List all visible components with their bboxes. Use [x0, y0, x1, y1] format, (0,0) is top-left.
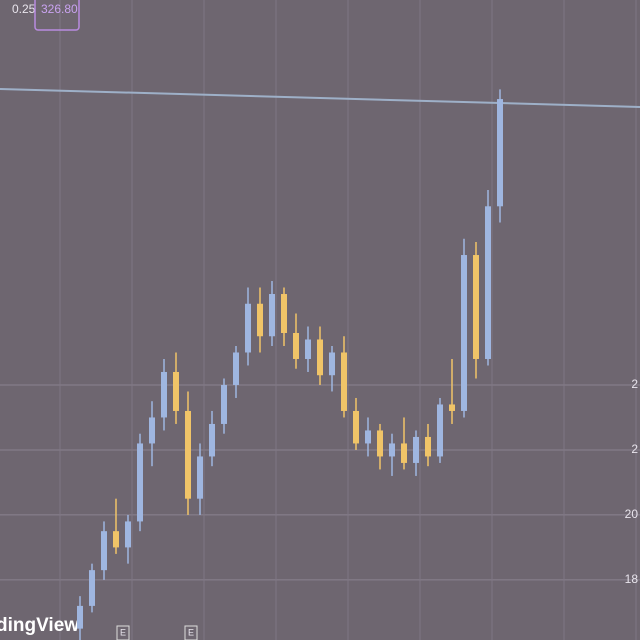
candle-body: [461, 255, 467, 411]
price-box: [34, 0, 80, 31]
candle-body: [365, 430, 371, 444]
candle-body: [401, 443, 407, 463]
candle-body: [269, 294, 275, 337]
candle-body: [161, 371, 167, 418]
candle-body: [485, 206, 491, 359]
marker: E: [120, 627, 126, 637]
candle-body: [353, 410, 359, 444]
candle-body: [233, 352, 239, 385]
candle-body: [173, 371, 179, 411]
candle-body: [497, 99, 503, 207]
candle-body: [197, 456, 203, 499]
candle-body: [425, 436, 431, 457]
candle-body: [221, 384, 227, 424]
y-tick-label: 2: [631, 377, 638, 391]
candle-body: [377, 430, 383, 457]
candle-body: [245, 303, 251, 353]
brand: dingView: [0, 615, 79, 636]
price-line: [0, 87, 640, 108]
y-tick-label: 18: [625, 572, 639, 586]
candle-body: [101, 531, 107, 571]
candle-body: [413, 436, 419, 463]
candle-body: [329, 352, 335, 376]
candle-body: [89, 570, 95, 606]
candle-body: [209, 423, 215, 457]
y-tick-label: 20: [625, 507, 639, 521]
candle-body: [389, 443, 395, 457]
marker-box: [116, 625, 130, 640]
candle-body: [113, 531, 119, 548]
marker: E: [188, 627, 194, 637]
marker-box: [184, 625, 198, 640]
left-value: 0.25: [12, 2, 36, 16]
y-tick-label: 2: [631, 442, 638, 456]
candle-body: [317, 339, 323, 376]
candle-body: [257, 303, 263, 337]
candle-body: [149, 417, 155, 444]
candle-body: [185, 410, 191, 499]
candle-body: [293, 332, 299, 359]
candle-body: [437, 404, 443, 457]
price-box-text: 326.80: [41, 2, 78, 16]
candle-body: [473, 255, 479, 359]
candle-body: [77, 605, 83, 629]
candle-body: [305, 339, 311, 359]
candle-body: [341, 352, 347, 411]
candle-body: [125, 521, 131, 548]
candle-body: [449, 404, 455, 411]
candle-body: [137, 443, 143, 522]
candle-body: [281, 294, 287, 333]
